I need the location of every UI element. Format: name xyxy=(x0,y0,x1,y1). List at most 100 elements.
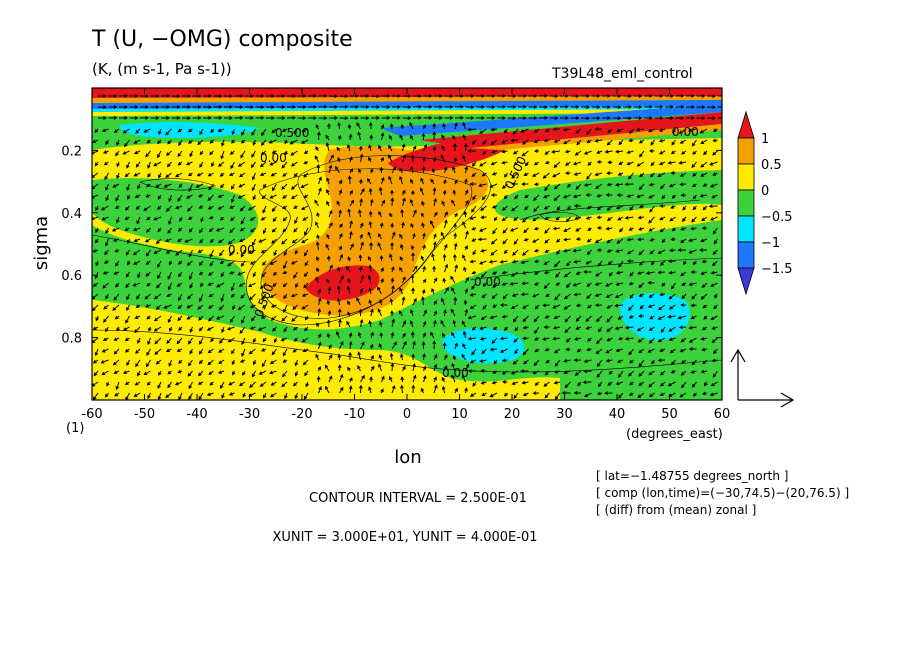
wind-vector xyxy=(706,105,717,109)
wind-vector xyxy=(368,121,373,130)
wind-vector xyxy=(234,93,244,98)
wind-vector xyxy=(688,347,697,351)
wind-vector xyxy=(669,248,676,253)
wind-vector xyxy=(294,216,298,225)
wind-vector xyxy=(217,238,225,244)
wind-vector xyxy=(369,343,374,350)
wind-vector xyxy=(639,150,645,158)
wind-vector xyxy=(543,325,550,329)
wind-vector xyxy=(433,116,444,120)
wind-vector xyxy=(614,326,624,330)
wind-vector xyxy=(146,381,151,386)
wind-vector xyxy=(230,282,235,292)
wind-vector xyxy=(250,227,256,233)
wind-vector xyxy=(368,144,372,152)
wind-vector xyxy=(657,172,666,177)
wind-vector xyxy=(379,222,384,229)
wind-vector xyxy=(605,293,613,298)
wind-vector xyxy=(648,128,655,133)
wind-vector xyxy=(166,161,172,168)
wind-vector xyxy=(624,182,634,187)
wind-vector xyxy=(688,325,697,330)
wind-vector xyxy=(512,359,519,365)
wind-vector xyxy=(251,370,256,378)
wind-vector xyxy=(596,248,603,252)
wind-vector xyxy=(422,365,427,372)
wind-vector xyxy=(545,293,550,298)
wind-vector xyxy=(464,166,469,174)
wind-vector xyxy=(135,161,141,168)
wind-vector xyxy=(524,161,529,167)
wind-vector xyxy=(596,150,603,154)
wind-vector xyxy=(453,242,458,251)
wind-vector xyxy=(709,183,718,188)
wind-vector xyxy=(282,370,288,378)
wind-vector xyxy=(167,381,172,389)
wind-vector xyxy=(262,227,267,235)
wind-vector xyxy=(196,172,204,177)
wind-vector xyxy=(143,205,151,211)
wind-vector xyxy=(461,320,466,328)
wind-vector xyxy=(381,94,391,98)
wind-vector xyxy=(680,271,687,277)
wind-vector xyxy=(433,233,437,240)
wind-vector xyxy=(302,359,309,366)
wind-vector xyxy=(479,337,487,341)
wind-vector xyxy=(464,387,468,394)
wind-vector xyxy=(238,238,246,243)
wind-vector xyxy=(497,116,507,120)
wind-vector xyxy=(198,370,204,377)
wind-vector xyxy=(586,172,592,180)
wind-vector xyxy=(594,293,603,297)
wind-vector xyxy=(399,134,403,141)
wind-vector xyxy=(145,194,151,198)
wind-vector xyxy=(479,128,487,134)
wind-vector xyxy=(293,128,298,135)
wind-vector xyxy=(139,115,150,120)
wind-vector xyxy=(197,139,204,145)
wind-vector xyxy=(200,216,204,223)
wind-vector xyxy=(281,161,288,169)
wind-vector xyxy=(378,210,382,218)
wind-vector xyxy=(465,116,475,120)
wind-vector xyxy=(402,197,406,207)
wind-vector xyxy=(671,359,676,366)
wind-vector xyxy=(679,172,687,177)
wind-vector xyxy=(491,271,498,275)
wind-vector xyxy=(422,374,427,383)
wind-vector xyxy=(433,211,438,218)
wind-vector xyxy=(430,331,435,339)
wind-vector xyxy=(145,249,151,257)
wind-vector xyxy=(472,249,477,256)
wind-vector xyxy=(369,241,373,251)
wind-vector xyxy=(402,320,407,328)
wind-vector xyxy=(549,105,559,109)
wind-vector xyxy=(153,161,162,167)
wind-vector xyxy=(94,348,99,357)
wind-vector xyxy=(659,392,666,396)
wind-vector xyxy=(158,128,162,136)
wind-vector xyxy=(555,271,561,278)
wind-vector xyxy=(262,337,267,343)
wind-vector xyxy=(326,332,331,339)
wind-vector xyxy=(132,249,141,256)
wind-vector xyxy=(564,171,571,175)
x-tick-label: 10 xyxy=(451,407,468,422)
wind-vector xyxy=(368,287,373,295)
wind-vector xyxy=(533,149,540,153)
wind-vector xyxy=(629,293,634,299)
wind-vector xyxy=(567,183,571,188)
wind-vector xyxy=(520,128,529,133)
wind-vector xyxy=(692,392,697,397)
wind-vector xyxy=(464,142,468,152)
wind-vector xyxy=(710,381,718,387)
wind-vector xyxy=(670,205,676,209)
wind-vector xyxy=(467,315,477,320)
wind-vector xyxy=(335,165,340,174)
wind-vector xyxy=(388,134,393,141)
wind-vector xyxy=(464,288,469,295)
wind-vector xyxy=(399,175,403,185)
wind-vector xyxy=(444,116,454,120)
wind-vector xyxy=(271,205,277,213)
wind-vector xyxy=(511,205,519,212)
